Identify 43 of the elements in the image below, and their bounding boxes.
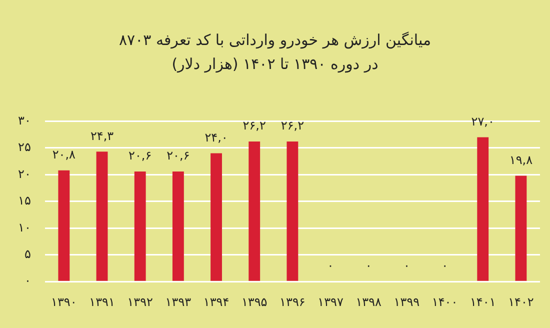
x-tick-label: ۱۳۹۷	[318, 294, 344, 309]
x-tick-label: ۱۳۹۹	[394, 294, 420, 309]
y-tick-label: ۲۵	[18, 140, 31, 154]
x-tick-label: ۱۴۰۲	[508, 294, 534, 309]
bar	[210, 153, 222, 281]
x-tick-label: ۱۴۰۰	[432, 294, 458, 309]
x-tick-label: ۱۳۹۰	[51, 294, 77, 309]
x-tick-label: ۱۳۹۴	[203, 294, 230, 309]
x-tick-label: ۱۳۹۵	[241, 294, 268, 309]
data-label: ۲۶,۲	[280, 118, 304, 133]
bar	[248, 142, 260, 281]
data-label: ۲۰,۸	[52, 148, 76, 162]
x-tick-label: ۱۳۹۱	[89, 294, 115, 309]
bar	[96, 152, 108, 281]
bar	[134, 171, 146, 281]
bar	[172, 171, 184, 281]
x-tick-label: ۱۳۹۸	[356, 294, 382, 309]
bar	[58, 170, 70, 281]
chart-title: میانگین ارزش هر خودرو وارداتی با کد تعرفه ۸۷۰۳	[118, 30, 432, 51]
data-label: ۰	[442, 258, 448, 273]
bar	[477, 137, 489, 281]
y-tick-label: ۰	[24, 274, 31, 288]
x-tick-label: ۱۴۰۱	[470, 294, 496, 309]
y-tick-label: ۲۰	[18, 166, 31, 181]
x-tick-label: ۱۳۹۳	[165, 294, 192, 309]
y-tick-label: ۳۰	[18, 113, 31, 128]
chart-subtitle: در دوره ۱۳۹۰ تا ۱۴۰۲ (هزار دلار)	[170, 54, 380, 75]
data-label: ۰	[403, 258, 410, 273]
data-label: ۲۰,۶	[128, 148, 152, 163]
data-label: ۱۹,۸	[509, 152, 534, 167]
data-label: ۲۴,۳	[90, 128, 114, 143]
data-label: ۰	[365, 258, 372, 273]
y-tick-label: ۱۵	[18, 194, 31, 208]
y-tick-label: ۵	[24, 246, 31, 261]
data-label: ۲۰,۶	[166, 148, 190, 163]
data-label: ۲۶,۲	[242, 118, 266, 133]
x-tick-label: ۱۳۹۶	[280, 294, 306, 309]
y-tick-label: ۱۰	[18, 220, 31, 234]
data-label: ۰	[327, 258, 334, 273]
bar	[515, 176, 527, 281]
data-label: ۲۴,۰	[204, 130, 228, 144]
bar	[286, 142, 298, 281]
x-tick-label: ۱۳۹۲	[127, 294, 153, 309]
